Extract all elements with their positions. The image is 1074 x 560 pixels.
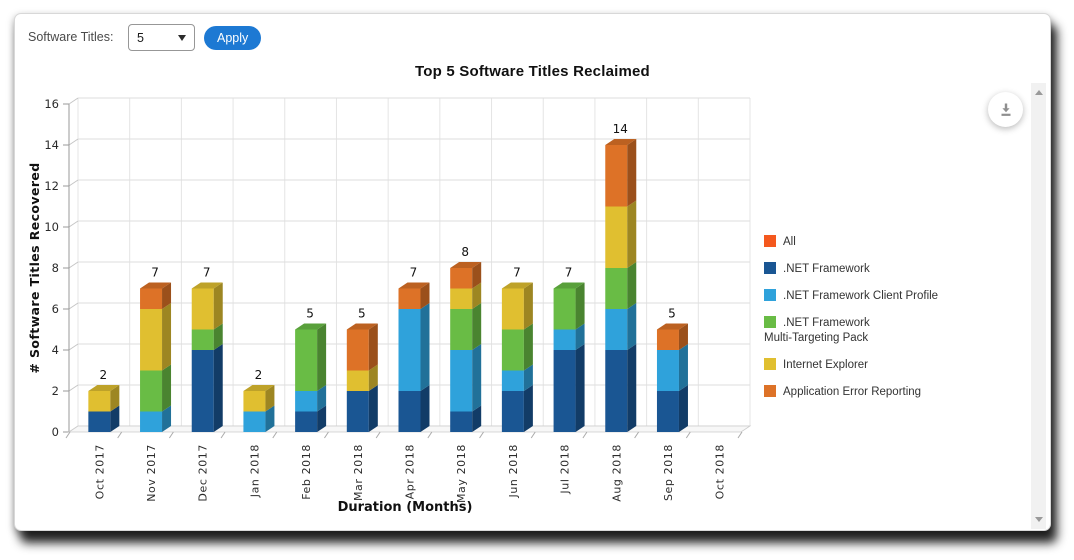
legend-label: All [783, 236, 796, 248]
bar-mar-2018[interactable] [346, 323, 378, 433]
x-axis-title: Duration (Months) [338, 500, 473, 515]
report-window: Software Titles: 5 Apply Top 5 Software … [14, 13, 1051, 531]
x-tick-label: Oct 2018 [714, 444, 727, 499]
x-tick-label: Feb 2018 [300, 444, 313, 500]
legend-label: .NET Framework Client Profile [783, 290, 939, 302]
software-titles-select-value: 5 [137, 30, 144, 45]
legend-swatch [764, 385, 776, 397]
bar-value-label: 7 [151, 266, 159, 280]
x-tick-label: Mar 2018 [352, 444, 365, 501]
bar-value-label: 8 [461, 245, 469, 259]
legend-swatch [764, 235, 776, 247]
legend-label: Application Error Reporting [783, 386, 922, 398]
x-tick-label: Jan 2018 [248, 444, 261, 498]
legend-swatch [764, 262, 776, 274]
legend-item[interactable]: .NET Framework Client Profile [764, 289, 979, 304]
legend-item[interactable]: Internet Explorer [764, 358, 979, 373]
bar-value-label: 7 [565, 266, 573, 280]
bar-jul-2018[interactable] [553, 282, 585, 433]
y-tick-label: 10 [44, 220, 59, 234]
bar-may-2018[interactable] [450, 262, 482, 432]
bar-oct-2017[interactable] [88, 385, 120, 432]
y-tick-label: 8 [52, 261, 59, 275]
legend-item[interactable]: .NET Framework Multi-Targeting Pack [764, 316, 979, 346]
y-tick-label: 2 [52, 384, 59, 398]
bar-value-label: 5 [668, 307, 676, 321]
x-tick-label: Apr 2018 [404, 444, 417, 499]
download-button[interactable] [988, 92, 1023, 127]
software-titles-select[interactable]: 5 [128, 24, 195, 51]
legend-item[interactable]: Application Error Reporting [764, 385, 979, 400]
scrollbar-up-arrow[interactable] [1034, 90, 1043, 95]
legend-item[interactable]: All [764, 235, 979, 250]
y-tick-label: 12 [44, 179, 59, 193]
bar-value-label: 7 [410, 266, 418, 280]
y-axis-title: # Software Titles Recovered [27, 162, 42, 373]
scrollbar-down-arrow[interactable] [1034, 517, 1043, 522]
bar-value-label: 7 [513, 266, 521, 280]
x-tick-label: May 2018 [455, 444, 468, 503]
bar-aug-2018[interactable] [605, 139, 637, 432]
legend-label: Internet Explorer [783, 359, 869, 371]
legend-item[interactable]: .NET Framework [764, 262, 979, 277]
caret-down-icon [178, 35, 186, 41]
download-icon [1001, 103, 1010, 116]
x-tick-label: Aug 2018 [610, 444, 623, 502]
x-tick-label: Jul 2018 [559, 444, 572, 495]
bar-nov-2017[interactable] [140, 282, 172, 433]
y-tick-label: 4 [52, 343, 59, 357]
legend-label: .NET Framework Multi-Targeting Pack [764, 317, 870, 344]
bar-sep-2018[interactable] [656, 323, 688, 433]
chart-title: Top 5 Software Titles Reclaimed [415, 63, 650, 80]
legend-swatch [764, 316, 776, 328]
x-tick-label: Oct 2017 [93, 444, 106, 499]
bar-jun-2018[interactable] [501, 282, 533, 433]
x-tick-label: Dec 2017 [197, 444, 210, 502]
bar-value-label: 14 [613, 122, 628, 136]
bar-value-label: 2 [100, 368, 108, 382]
bar-feb-2018[interactable] [295, 323, 327, 433]
legend-swatch [764, 289, 776, 301]
y-tick-label: 14 [44, 138, 59, 152]
bar-value-label: 5 [306, 307, 314, 321]
legend-label: .NET Framework [783, 263, 870, 275]
chart-legend: All .NET Framework .NET Framework Client P… [764, 235, 979, 400]
y-tick-label: 0 [52, 425, 59, 439]
software-titles-label: Software Titles: [28, 30, 114, 44]
apply-button[interactable]: Apply [204, 26, 262, 50]
vertical-scrollbar[interactable] [1031, 83, 1046, 529]
chart-canvas: 0 2 4 6 8 10 12 14 16 2 Oct 2017 7 Nov 2017 7 Dec 2017… [27, 97, 752, 515]
bar-apr-2018[interactable] [398, 282, 430, 433]
bar-value-label: 5 [358, 307, 366, 321]
y-tick-label: 16 [44, 97, 59, 111]
bar-dec-2017[interactable] [191, 282, 223, 433]
bar-value-label: 2 [255, 368, 263, 382]
legend-swatch [764, 358, 776, 370]
bar-value-label: 7 [203, 266, 211, 280]
y-tick-label: 6 [52, 302, 59, 316]
x-tick-label: Nov 2017 [145, 444, 158, 502]
bar-jan-2018[interactable] [243, 385, 275, 432]
x-tick-label: Jun 2018 [507, 444, 520, 498]
x-tick-label: Sep 2018 [662, 444, 675, 501]
